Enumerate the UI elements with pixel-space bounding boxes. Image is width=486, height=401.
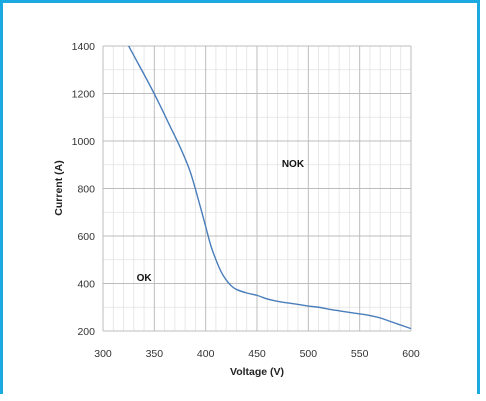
x-axis-title: Voltage (V) — [230, 366, 284, 378]
y-tick-label: 200 — [77, 326, 95, 338]
x-tick-label: 350 — [146, 348, 164, 360]
y-tick-label: 1200 — [72, 89, 96, 101]
x-tick-label: 600 — [402, 348, 420, 360]
y-tick-label: 800 — [77, 184, 95, 196]
series-layer — [128, 45, 412, 330]
y-axis-title: Current (A) — [53, 160, 65, 215]
y-tick-label: 1400 — [72, 41, 96, 53]
series-line-0 — [128, 45, 412, 330]
y-tick-labels: 200 400 600 800 1000 1200 1400 — [72, 41, 96, 338]
annotations: NOK OK — [137, 159, 305, 284]
y-tick-label: 400 — [77, 279, 95, 291]
x-tick-label: 400 — [197, 348, 215, 360]
x-tick-label: 450 — [248, 348, 266, 360]
x-tick-label: 500 — [300, 348, 318, 360]
x-tick-label: 550 — [351, 348, 369, 360]
major-gridlines — [102, 45, 412, 332]
chart-frame — [0, 0, 480, 394]
region-label-ok: OK — [137, 273, 153, 284]
x-tick-labels: 300 350 400 450 500 550 600 — [94, 348, 420, 360]
x-tick-label: 300 — [94, 348, 112, 360]
y-tick-label: 600 — [77, 231, 95, 243]
y-tick-label: 1000 — [72, 136, 96, 148]
region-label-nok: NOK — [282, 159, 305, 170]
